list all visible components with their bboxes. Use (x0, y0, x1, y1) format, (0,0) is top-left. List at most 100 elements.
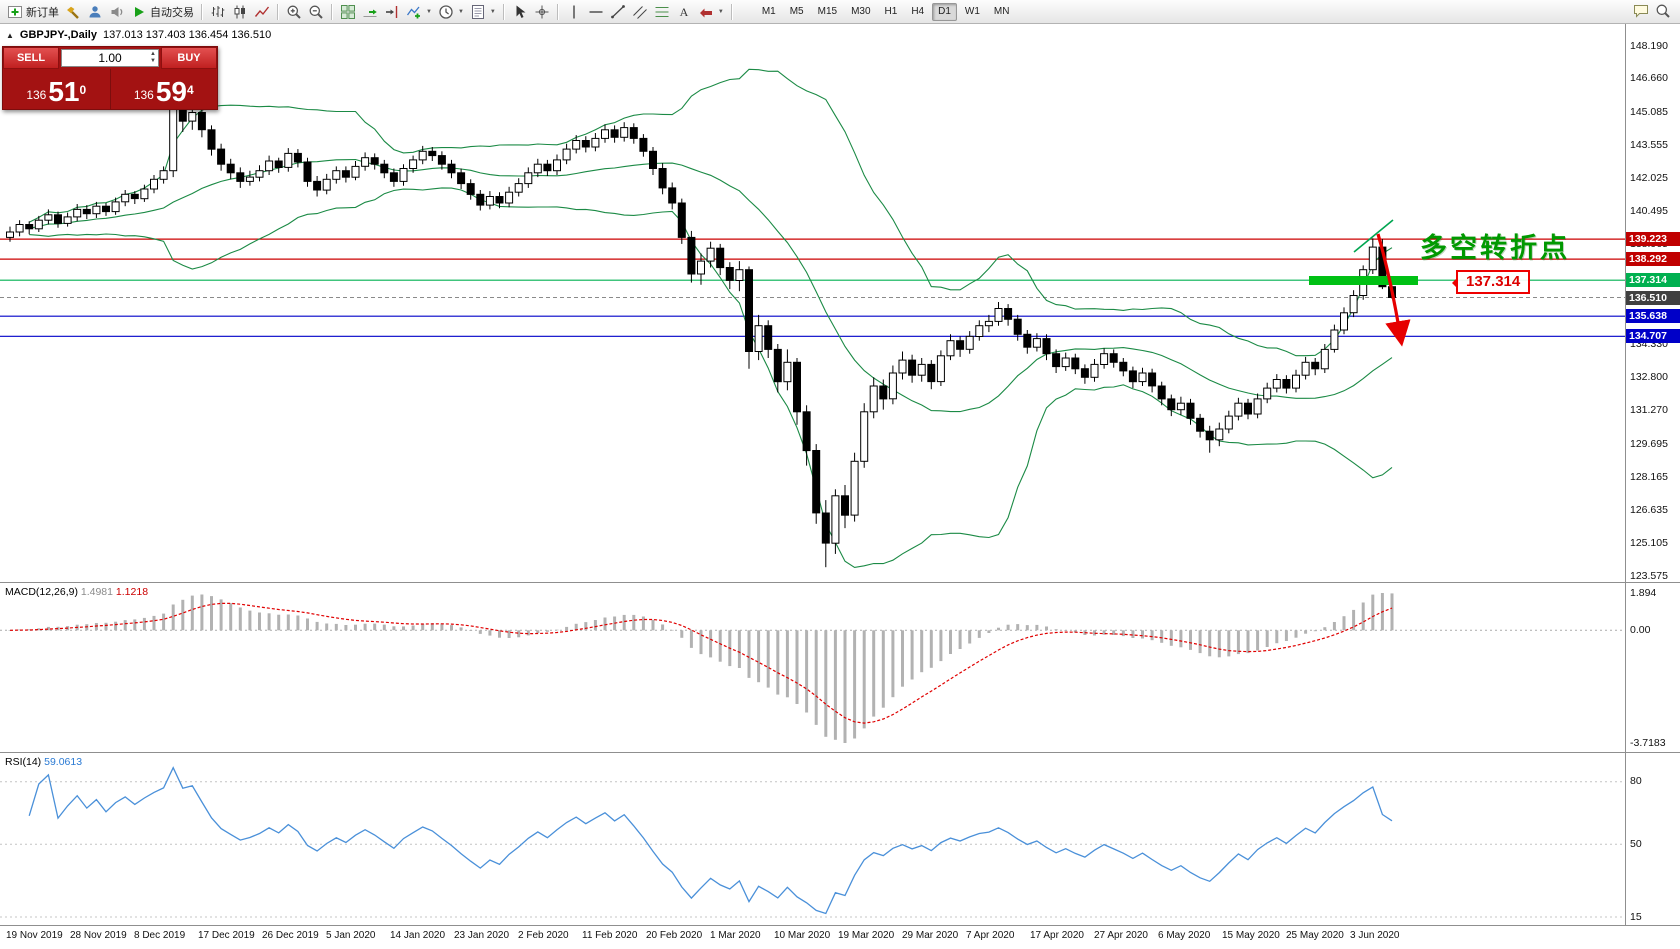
date-axis-label: 7 Apr 2020 (966, 930, 1015, 941)
bid-prefix: 136 (26, 88, 47, 102)
arrow-tools-dropdown-arrow[interactable]: ▼ (717, 8, 724, 15)
timeframe-m15-button[interactable]: M15 (812, 3, 843, 21)
macd-axis[interactable]: 1.894 0.00 -3.7183 (1625, 583, 1680, 752)
price-callout-label[interactable]: 137.314 (1451, 270, 1531, 294)
indicators-icon[interactable]: ▼ (403, 2, 435, 22)
date-axis-label: 19 Mar 2020 (838, 930, 895, 941)
sell-button[interactable]: SELL (3, 47, 59, 69)
one-click-collapse-icon[interactable]: ▲ (6, 30, 14, 40)
community-chat-icon[interactable] (1630, 1, 1652, 21)
crosshair-icon[interactable] (531, 2, 553, 22)
timeframe-w1-button[interactable]: W1 (959, 3, 986, 21)
periods-icon[interactable]: ▼ (435, 2, 467, 22)
timeframe-m30-button[interactable]: M30 (845, 3, 876, 21)
date-axis-label: 17 Dec 2019 (198, 930, 255, 941)
arrow-tools-icon[interactable]: ▼ (695, 2, 727, 22)
equidistant-channel-icon[interactable] (629, 2, 651, 22)
buy-button[interactable]: BUY (161, 47, 217, 69)
macd-chart (0, 593, 1625, 743)
date-axis-label: 15 May 2020 (1222, 930, 1280, 941)
svg-text:A: A (680, 5, 689, 19)
price-axis-label: 126.635 (1630, 503, 1668, 516)
auto-scroll-icon[interactable] (359, 2, 381, 22)
main-chart-pane[interactable]: ▲ GBPJPY-,Daily 137.013 137.403 136.454 … (0, 24, 1680, 582)
date-axis-label: 25 May 2020 (1286, 930, 1344, 941)
timeframe-m1-button[interactable]: M1 (756, 3, 782, 21)
bid-price[interactable]: 136 51 0 (3, 69, 111, 109)
volume-input[interactable]: 1.00 ▲ ▼ (61, 49, 159, 67)
vertical-line-icon[interactable] (563, 2, 585, 22)
price-line-tag: 139.223 (1626, 232, 1680, 247)
bid-big-digits: 51 (48, 76, 80, 107)
toolbar: 新订单 自动交易 ▼ ▼ ▼ A ▼ M1 M5 M15 M30 H1 H4 D1 W1 MN (0, 0, 1680, 24)
rsi-pane[interactable]: RSI(14) 59.0613 80 50 15 (0, 752, 1680, 925)
trendline-icon[interactable] (607, 2, 629, 22)
tile-windows-icon[interactable] (337, 2, 359, 22)
symbol-period-label: GBPJPY-,Daily (19, 29, 97, 41)
price-axis-label: 132.800 (1630, 370, 1668, 383)
auto-trading-label: 自动交易 (150, 6, 194, 19)
price-axis-label: 140.495 (1630, 205, 1668, 218)
timeframe-h4-button[interactable]: H4 (905, 3, 930, 21)
fibonacci-icon[interactable] (651, 2, 673, 22)
horizontal-line-icon[interactable] (585, 2, 607, 22)
cursor-icon[interactable] (509, 2, 531, 22)
price-line-tag: 138.292 (1626, 252, 1680, 267)
price-line-tag: 137.314 (1626, 273, 1680, 288)
mql5-community-icon[interactable] (84, 2, 106, 22)
macd-pane[interactable]: MACD(12,26,9) 1.4981 1.1218 1.894 0.00 -3.… (0, 582, 1680, 752)
search-icon[interactable] (1652, 1, 1674, 21)
news-alerts-icon[interactable] (106, 2, 128, 22)
red-down-arrow[interactable] (1376, 233, 1411, 347)
price-axis-label: 125.105 (1630, 536, 1668, 549)
volume-value: 1.00 (98, 51, 122, 65)
ask-price[interactable]: 136 59 4 (111, 69, 218, 109)
current-price-tag: 136.510 (1626, 290, 1680, 305)
indicators-dropdown-arrow[interactable]: ▼ (426, 8, 432, 15)
timeframe-m5-button[interactable]: M5 (784, 3, 810, 21)
price-axis-label: 129.695 (1630, 437, 1668, 450)
turning-point-annotation[interactable]: 多空转折点 (1420, 233, 1570, 263)
green-support-bar[interactable] (1309, 276, 1418, 285)
volume-spinner[interactable]: ▲ ▼ (150, 51, 156, 64)
date-axis-label: 6 May 2020 (1158, 930, 1211, 941)
date-axis-label: 3 Jun 2020 (1350, 930, 1400, 941)
date-axis-label: 29 Mar 2020 (902, 930, 959, 941)
toolbar-separator (730, 3, 733, 20)
price-axis[interactable]: 148.190 146.660 145.085 143.555 142.025 140.4… (1625, 24, 1680, 582)
auto-trading-button[interactable]: 自动交易 (128, 2, 197, 22)
chart-shift-icon[interactable] (381, 2, 403, 22)
green-trendline[interactable] (1353, 219, 1394, 253)
rsi-line (28, 766, 1393, 915)
candles-layer (6, 51, 1396, 568)
zoom-in-icon[interactable] (283, 2, 305, 22)
line-chart-icon[interactable] (251, 2, 273, 22)
timeframe-mn-button[interactable]: MN (988, 3, 1016, 21)
date-axis-label: 20 Feb 2020 (646, 930, 703, 941)
price-axis-label: 142.025 (1630, 172, 1668, 185)
rsi-axis[interactable]: 80 50 15 (1625, 753, 1680, 925)
toolbar-separator (277, 3, 279, 20)
candlestick-chart-icon[interactable] (229, 2, 251, 22)
bar-chart-icon[interactable] (207, 2, 229, 22)
price-line-tag: 135.638 (1626, 309, 1680, 324)
timeframe-d1-button[interactable]: D1 (932, 2, 957, 21)
new-order-button[interactable]: 新订单 (4, 2, 62, 22)
date-axis[interactable]: 19 Nov 2019 28 Nov 2019 8 Dec 2019 17 Dec 2… (0, 925, 1680, 949)
date-axis-label: 23 Jan 2020 (454, 930, 510, 941)
metaeditor-icon[interactable] (62, 2, 84, 22)
periods-dropdown-arrow[interactable]: ▼ (457, 8, 464, 15)
date-axis-label: 14 Jan 2020 (390, 930, 446, 941)
text-label-icon[interactable]: A (673, 2, 695, 22)
date-axis-label: 19 Nov 2019 (6, 930, 63, 941)
macd-signal-line (9, 602, 1393, 724)
price-axis-label: 145.085 (1630, 106, 1668, 119)
date-axis-label: 8 Dec 2019 (134, 930, 186, 941)
templates-dropdown-arrow[interactable]: ▼ (489, 8, 496, 15)
zoom-out-icon[interactable] (305, 2, 327, 22)
rsi-axis-label: 50 (1630, 837, 1642, 850)
price-axis-label: 143.555 (1630, 139, 1668, 152)
timeframe-h1-button[interactable]: H1 (879, 3, 904, 21)
chart-title: ▲ GBPJPY-,Daily 137.013 137.403 136.454 … (6, 29, 271, 41)
templates-icon[interactable]: ▼ (467, 2, 499, 22)
